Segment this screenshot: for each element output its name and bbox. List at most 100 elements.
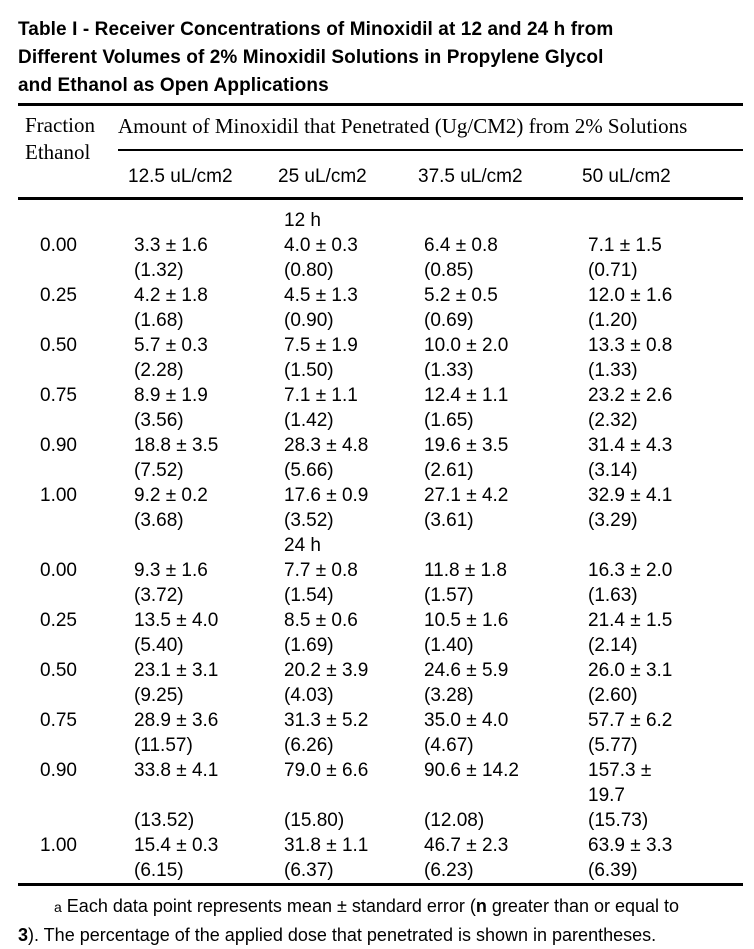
cell-percent: (3.14) (588, 460, 638, 481)
section-label: 12 h (284, 210, 321, 231)
cell-value: 46.7 ± 2.3 (424, 835, 509, 856)
data-cell: 16.3 ± 2.0 (1.63) (572, 558, 743, 608)
footnote-bold-term: 3 (18, 925, 29, 945)
cell-value: 7.1 ± 1.1 (284, 385, 358, 406)
cell-value: 28.9 ± 3.6 (134, 710, 219, 731)
cell-value: 23.1 ± 3.1 (134, 660, 219, 681)
cell-percent: (1.68) (134, 310, 184, 331)
cell-value: 10.0 ± 2.0 (424, 335, 509, 356)
fraction-cell: 0.25 (40, 610, 77, 631)
cell-percent: (6.15) (134, 860, 184, 881)
data-cell: 9.2 ± 0.2 (3.68) (118, 483, 268, 533)
column-header-50: 50 uL/cm2 (582, 166, 671, 187)
data-cell: 19.6 ± 3.5 (2.61) (408, 433, 572, 483)
cell-percent: (2.32) (588, 410, 638, 431)
cell-value: 26.0 ± 3.1 (588, 660, 673, 681)
cell-value: 157.3 ± 19.7 (588, 760, 652, 806)
cell-percent: (0.71) (588, 260, 638, 281)
data-cell: 13.3 ± 0.8 (1.33) (572, 333, 743, 383)
cell-percent: (5.77) (588, 735, 638, 756)
cell-percent: (1.57) (424, 585, 474, 606)
data-cell: 31.4 ± 4.3 (3.14) (572, 433, 743, 483)
cell-value: 11.8 ± 1.8 (424, 560, 507, 581)
table-header: Fraction Ethanol Amount of Minoxidil that… (18, 106, 743, 200)
cell-percent: (7.52) (134, 460, 184, 481)
cell-percent: (6.39) (588, 860, 638, 881)
data-cell: 28.9 ± 3.6 (11.57) (118, 708, 268, 758)
section-label-row: 24 h (18, 533, 743, 558)
data-cell: 3.3 ± 1.6 (1.32) (118, 233, 268, 283)
data-cell: 5.2 ± 0.5 (0.69) (408, 283, 572, 333)
cell-value: 8.9 ± 1.9 (134, 385, 208, 406)
data-cell: 7.1 ± 1.5 (0.71) (572, 233, 743, 283)
fraction-cell: 1.00 (40, 485, 77, 506)
cell-value: 32.9 ± 4.1 (588, 485, 673, 506)
cell-percent: (3.61) (424, 510, 474, 531)
cell-value: 10.5 ± 1.6 (424, 610, 509, 631)
footnote: a Each data point represents mean ± stand… (18, 892, 743, 949)
cell-percent: (5.40) (134, 635, 184, 656)
column-header-12-5: 12.5 uL/cm2 (128, 166, 233, 187)
table-row: 0.50 5.7 ± 0.3 (2.28) 7.5 ± 1.9 (1.50) 10.0 ±… (18, 333, 743, 383)
cell-value: 7.7 ± 0.8 (284, 560, 358, 581)
cell-value: 8.5 ± 0.6 (284, 610, 358, 631)
column-header-37-5: 37.5 uL/cm2 (418, 166, 523, 187)
cell-percent: (3.28) (424, 685, 474, 706)
cell-value: 7.1 ± 1.5 (588, 235, 662, 256)
data-cell: 33.8 ± 4.1 (13.52) (118, 758, 268, 833)
data-cell: 10.5 ± 1.6 (1.40) (408, 608, 572, 658)
data-cell: 46.7 ± 2.3 (6.23) (408, 833, 572, 883)
cell-value: 21.4 ± 1.5 (588, 610, 673, 631)
footnote-marker: a (54, 899, 62, 915)
row-header-line1: Fraction (25, 113, 95, 137)
cell-value: 5.2 ± 0.5 (424, 285, 498, 306)
data-cell: 23.1 ± 3.1 (9.25) (118, 658, 268, 708)
data-cell: 10.0 ± 2.0 (1.33) (408, 333, 572, 383)
fraction-cell: 0.25 (40, 285, 77, 306)
span-header: Amount of Minoxidil that Penetrated (Ug/… (118, 106, 743, 151)
cell-value: 23.2 ± 2.6 (588, 385, 673, 406)
column-header-25: 25 uL/cm2 (278, 166, 367, 187)
data-cell: 4.0 ± 0.3 (0.80) (268, 233, 408, 283)
header-right: Amount of Minoxidil that Penetrated (Ug/… (118, 106, 743, 197)
cell-percent: (1.63) (588, 585, 638, 606)
table-row: 1.00 9.2 ± 0.2 (3.68) 17.6 ± 0.9 (3.52) 27.1 … (18, 483, 743, 533)
cell-percent: (11.57) (134, 735, 193, 756)
cell-percent: (1.65) (424, 410, 474, 431)
cell-percent: (3.29) (588, 510, 638, 531)
cell-value: 17.6 ± 0.9 (284, 485, 369, 506)
cell-percent: (0.90) (284, 310, 334, 331)
footnote-segment: greater than or equal to (491, 896, 680, 916)
cell-value: 4.5 ± 1.3 (284, 285, 358, 306)
data-cell: 4.2 ± 1.8 (1.68) (118, 283, 268, 333)
cell-value: 63.9 ± 3.3 (588, 835, 673, 856)
fraction-cell: 0.50 (40, 660, 77, 681)
section-label: 24 h (284, 535, 321, 556)
data-cell: 9.3 ± 1.6 (3.72) (118, 558, 268, 608)
data-cell: 17.6 ± 0.9 (3.52) (268, 483, 408, 533)
cell-percent: (1.54) (284, 585, 334, 606)
data-cell: 8.5 ± 0.6 (1.69) (268, 608, 408, 658)
table-title: Table I - Receiver Concentrations of Min… (18, 19, 614, 96)
table-row: 0.50 23.1 ± 3.1 (9.25) 20.2 ± 3.9 (4.03) 24.6… (18, 658, 743, 708)
cell-percent: (13.52) (134, 810, 195, 831)
table-body: 12 h 0.00 3.3 ± 1.6 (1.32) 4.0 ± 0.3 (0.80) 6.… (18, 200, 743, 886)
data-cell: 13.5 ± 4.0 (5.40) (118, 608, 268, 658)
data-cell: 7.5 ± 1.9 (1.50) (268, 333, 408, 383)
data-cell: 6.4 ± 0.8 (0.85) (408, 233, 572, 283)
footnote-segment: Each data point represents mean ± standa… (66, 896, 476, 916)
cell-value: 19.6 ± 3.5 (424, 435, 509, 456)
cell-percent: (6.37) (284, 860, 334, 881)
cell-value: 13.5 ± 4.0 (134, 610, 219, 631)
fraction-cell: 0.50 (40, 335, 77, 356)
fraction-cell: 1.00 (40, 835, 77, 856)
data-cell: 24.6 ± 5.9 (3.28) (408, 658, 572, 708)
fraction-cell: 0.90 (40, 760, 77, 781)
data-cell: 20.2 ± 3.9 (4.03) (268, 658, 408, 708)
data-cell: 35.0 ± 4.0 (4.67) (408, 708, 572, 758)
cell-percent: (3.68) (134, 510, 184, 531)
cell-percent: (2.61) (424, 460, 474, 481)
cell-value: 79.0 ± 6.6 (284, 760, 369, 781)
table-row: 0.90 33.8 ± 4.1 (13.52) 79.0 ± 6.6 (15.80) 90… (18, 758, 743, 833)
cell-percent: (3.56) (134, 410, 184, 431)
